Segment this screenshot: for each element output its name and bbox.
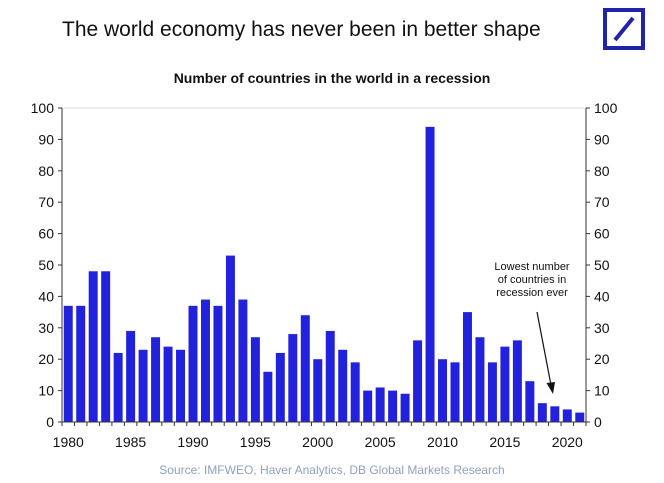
- annotation-line: recession ever: [496, 287, 568, 299]
- x-tick-label: 2000: [302, 434, 333, 450]
- bar-2009: [425, 126, 435, 422]
- y-tick-label-right: 20: [594, 351, 610, 367]
- x-tick-label: 2020: [552, 434, 583, 450]
- x-tick-label: 2015: [489, 434, 520, 450]
- bar-2008: [413, 340, 423, 422]
- bar-1981: [76, 305, 86, 422]
- y-tick-label-right: 60: [594, 226, 610, 242]
- y-tick-label-left: 0: [46, 414, 54, 430]
- bar-1993: [225, 255, 235, 422]
- logo-slash-icon: [613, 16, 635, 42]
- bar-2011: [450, 362, 460, 422]
- bar-1983: [101, 271, 111, 422]
- bar-2013: [475, 337, 485, 422]
- x-tick-label: 1995: [240, 434, 271, 450]
- y-tick-label-left: 60: [38, 226, 54, 242]
- x-tick-label: 1990: [177, 434, 208, 450]
- bar-2003: [350, 362, 360, 422]
- bar-1987: [151, 337, 161, 422]
- bar-2015: [500, 346, 510, 422]
- annotation-arrowhead: [546, 382, 555, 394]
- bar-2019: [550, 406, 560, 422]
- x-tick-label: 1985: [115, 434, 146, 450]
- x-tick-label: 2005: [365, 434, 396, 450]
- bar-2006: [388, 390, 398, 422]
- bars: [63, 126, 585, 422]
- y-tick-label-right: 50: [594, 257, 610, 273]
- bar-1988: [163, 346, 173, 422]
- y-tick-label-right: 80: [594, 163, 610, 179]
- bar-1980: [63, 305, 73, 422]
- y-tick-label-right: 100: [594, 100, 618, 116]
- annotation-arrow: [536, 311, 552, 386]
- bar-1996: [263, 371, 273, 422]
- y-tick-label-left: 50: [38, 257, 54, 273]
- bar-2005: [375, 387, 385, 422]
- y-tick-label-left: 10: [38, 383, 54, 399]
- deutsche-bank-logo: [603, 8, 645, 50]
- bar-2018: [537, 403, 547, 422]
- y-tick-label-left: 100: [31, 100, 55, 116]
- y-tick-label-right: 30: [594, 320, 610, 336]
- bar-1999: [300, 315, 310, 422]
- y-tick-label-right: 70: [594, 194, 610, 210]
- bar-1998: [288, 334, 298, 422]
- y-tick-label-left: 20: [38, 351, 54, 367]
- chart-axes: [58, 107, 590, 426]
- chart-title: Number of countries in the world in a re…: [173, 70, 491, 86]
- bar-1982: [88, 271, 98, 422]
- bar-2010: [438, 359, 448, 422]
- bar-1990: [188, 305, 198, 422]
- bar-1995: [250, 337, 260, 422]
- bar-2007: [400, 393, 410, 422]
- bar-1986: [138, 349, 148, 422]
- bar-1991: [200, 299, 210, 422]
- bar-2012: [462, 312, 472, 422]
- bar-1989: [176, 349, 186, 422]
- bar-2014: [487, 362, 497, 422]
- y-tick-label-right: 0: [594, 414, 602, 430]
- y-tick-label-left: 90: [38, 131, 54, 147]
- bar-1992: [213, 305, 223, 422]
- bar-2020: [562, 409, 572, 422]
- y-tick-label-left: 70: [38, 194, 54, 210]
- y-tick-label-left: 80: [38, 163, 54, 179]
- source-note: Source: IMFWEO, Haver Analytics, DB Glob…: [159, 463, 505, 477]
- annotation-line: of countries in: [498, 274, 566, 286]
- y-tick-label-left: 30: [38, 320, 54, 336]
- bar-1997: [275, 352, 285, 422]
- bar-2002: [338, 349, 348, 422]
- bar-1984: [113, 352, 123, 422]
- y-tick-label-right: 10: [594, 383, 610, 399]
- bar-2004: [363, 390, 373, 422]
- y-tick-label-left: 40: [38, 288, 54, 304]
- headline: The world economy has never been in bett…: [62, 18, 541, 41]
- bar-1994: [238, 299, 248, 422]
- bar-1985: [126, 330, 136, 422]
- annotation-line: Lowest number: [494, 261, 570, 273]
- bar-2021: [575, 412, 585, 422]
- bar-2016: [512, 340, 522, 422]
- bar-2000: [313, 359, 323, 422]
- bar-2001: [325, 330, 335, 422]
- y-tick-label-right: 40: [594, 288, 610, 304]
- y-tick-label-right: 90: [594, 131, 610, 147]
- x-tick-label: 2010: [427, 434, 458, 450]
- x-tick-label: 1980: [53, 434, 84, 450]
- bar-2017: [525, 381, 535, 422]
